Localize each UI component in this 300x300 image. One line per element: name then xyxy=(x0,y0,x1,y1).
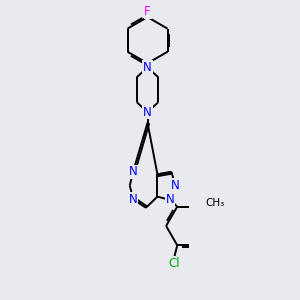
Text: N: N xyxy=(129,165,137,178)
Text: N: N xyxy=(143,61,152,74)
Text: Cl: Cl xyxy=(168,257,180,270)
Text: N: N xyxy=(166,194,175,206)
Text: F: F xyxy=(144,5,151,18)
Text: N: N xyxy=(129,193,137,206)
Text: N: N xyxy=(171,179,180,192)
Text: N: N xyxy=(143,106,152,118)
Text: CH₃: CH₃ xyxy=(205,198,224,208)
